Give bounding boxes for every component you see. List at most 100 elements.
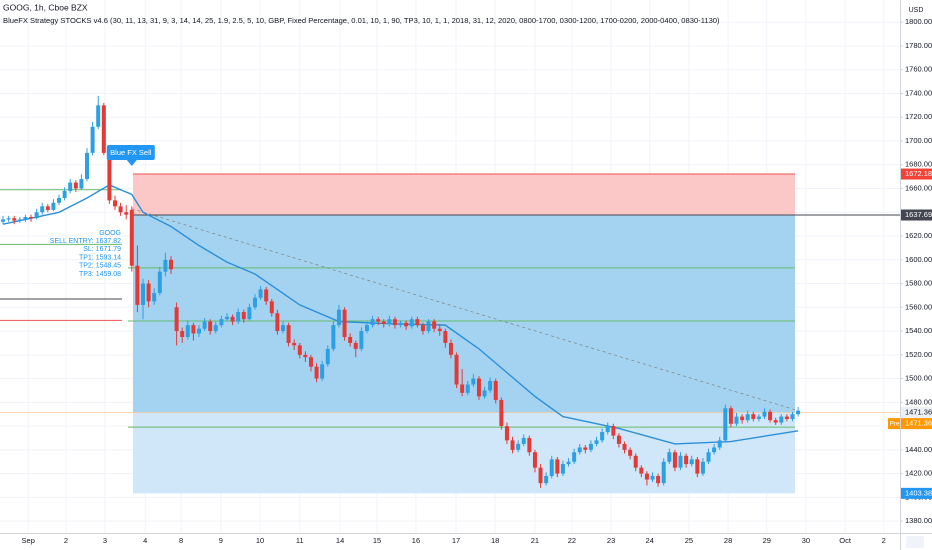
x-tick-label: 28 [724, 536, 732, 545]
candle-body [17, 219, 22, 221]
candle-body [499, 399, 504, 427]
candle-body [141, 283, 146, 305]
candle-body [398, 322, 403, 326]
candle-body [723, 408, 728, 441]
x-tick-label: 21 [531, 536, 539, 545]
x-tick-label: 23 [607, 536, 615, 545]
y-tick-label: 1580.00 [905, 279, 932, 288]
candle-body [219, 319, 224, 326]
candle-body [90, 126, 95, 153]
settings-button[interactable] [906, 536, 924, 548]
y-tick-label: 1540.00 [905, 326, 932, 335]
y-tick-label: 1760.00 [905, 65, 932, 74]
candle-body [616, 435, 621, 444]
y-tick-label: 1500.00 [905, 374, 932, 383]
candle-body [583, 447, 588, 450]
candle-body [532, 452, 537, 468]
candle-body [549, 459, 554, 476]
trade-info: TP2: 1548.45 [79, 263, 121, 270]
candle-body [320, 364, 325, 379]
candle-body [510, 440, 515, 450]
candle-body [185, 325, 190, 338]
candle-body [409, 319, 414, 327]
signal-box [106, 145, 155, 160]
candle-body [779, 416, 784, 423]
candle-body [168, 259, 173, 270]
zone [133, 174, 795, 216]
candle-body [297, 345, 302, 355]
candle-body [740, 416, 745, 421]
candle-body [73, 182, 78, 189]
candle-body [196, 328, 201, 334]
candle-body [252, 297, 257, 308]
y-tick-label: 1440.00 [905, 445, 932, 454]
candle-body [157, 271, 162, 294]
x-tick-label: 15 [373, 536, 381, 545]
candle-body [331, 325, 336, 349]
candle-body [426, 321, 431, 332]
candle-body [230, 316, 235, 322]
candle-body [258, 289, 263, 298]
candle-body [286, 325, 291, 343]
y-tick-label: 1420.00 [905, 469, 932, 478]
candle-body [594, 440, 599, 444]
candle-body [364, 325, 369, 332]
pre-price: 1471.36 [905, 419, 932, 428]
y-tick-label: 1380.00 [905, 516, 932, 525]
moving-average [2, 184, 799, 445]
candle-body [521, 437, 526, 444]
x-tick-label: Oct [839, 536, 852, 545]
candle-body [443, 331, 448, 343]
candle-body [370, 319, 375, 326]
trade-info: TP3: 1459.08 [79, 271, 121, 278]
x-tick-label: 22 [568, 536, 576, 545]
candle-body [404, 322, 409, 327]
x-tick-label: 14 [336, 536, 344, 545]
x-tick-label: 24 [646, 536, 654, 545]
price-label-bg [901, 168, 932, 180]
candle-body [376, 319, 381, 322]
trade-info: GOOG [99, 230, 121, 237]
zone [133, 412, 795, 494]
y-tick-label: 1700.00 [905, 136, 932, 145]
price-label: 1672.18 [905, 169, 932, 178]
candle-body [488, 380, 493, 391]
candle-body [275, 313, 280, 332]
candle-body [387, 319, 392, 324]
candle-body [678, 455, 683, 468]
candle-body [577, 447, 582, 453]
candle-body [202, 321, 207, 329]
y-tick-label: 1740.00 [905, 88, 932, 97]
candle-body [62, 190, 67, 199]
candle-body [381, 321, 386, 324]
candle-body [34, 212, 39, 219]
candle-body [353, 342, 358, 349]
candle-body [465, 384, 470, 393]
candle-body [611, 426, 616, 436]
x-tick-label: 17 [452, 536, 460, 545]
candle-body [566, 461, 571, 465]
y-tick-label: 1560.00 [905, 302, 932, 311]
price-label-bg [901, 487, 932, 499]
candle-body [734, 416, 739, 424]
x-tick-label: 2 [882, 536, 886, 545]
candle-body [639, 467, 644, 474]
price-label: 1637.69 [905, 210, 932, 219]
candle-body [605, 426, 610, 433]
candle-body [224, 316, 229, 320]
candle-body [1, 219, 6, 222]
candle-body [107, 152, 112, 201]
candle-body [656, 475, 661, 484]
candle-body [588, 443, 593, 450]
candle-body [96, 105, 101, 127]
candle-body [516, 443, 521, 450]
candle-body [124, 212, 129, 215]
candle-body [527, 437, 532, 453]
trade-info: SELL ENTRY: 1637.82 [50, 238, 121, 245]
candle-body [68, 182, 73, 191]
y-tick-label: 1660.00 [905, 184, 932, 193]
trade-info: TP1: 1593.14 [79, 254, 121, 261]
x-tick-label: 18 [491, 536, 499, 545]
signal-label: Blue FX Sell [110, 148, 152, 157]
